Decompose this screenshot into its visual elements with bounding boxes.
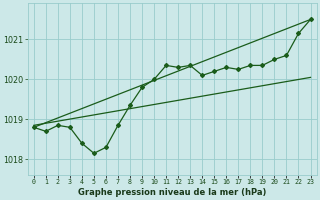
X-axis label: Graphe pression niveau de la mer (hPa): Graphe pression niveau de la mer (hPa) [78, 188, 266, 197]
